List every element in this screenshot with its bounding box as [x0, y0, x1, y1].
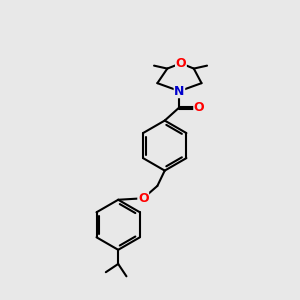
- Text: N: N: [174, 85, 184, 98]
- Text: O: O: [138, 192, 148, 205]
- Text: O: O: [194, 101, 205, 114]
- Text: O: O: [176, 57, 186, 70]
